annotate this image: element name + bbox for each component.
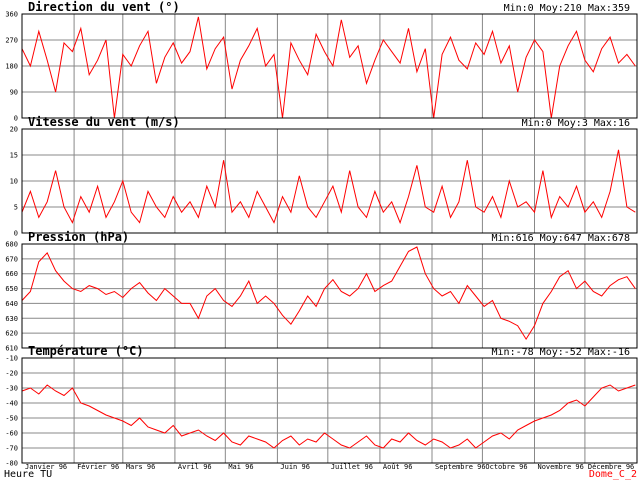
y-tick-label: -30 (5, 385, 18, 393)
y-tick-label: 90 (10, 89, 18, 97)
x-tick-label: Janvier 96 (25, 463, 67, 471)
y-tick-label: 660 (5, 270, 18, 278)
x-axis-label: Heure TU (4, 469, 52, 480)
panel-stats: Min:0 Moy:210 Max:359 (504, 3, 630, 14)
data-line (21, 149, 636, 225)
x-tick-label: Juillet 96 (331, 463, 373, 471)
y-tick-label: 0 (14, 115, 18, 123)
x-tick-label: Mars 96 (126, 463, 156, 471)
y-tick-label: 670 (5, 255, 18, 263)
y-tick-label: -10 (5, 355, 18, 363)
y-tick-label: 620 (5, 330, 18, 338)
y-tick-label: -40 (5, 400, 18, 408)
y-tick-label: 650 (5, 285, 18, 293)
y-tick-label: 680 (5, 241, 18, 249)
panel-frame (21, 13, 638, 119)
x-tick-label: Avril 96 (178, 463, 212, 471)
panel-frame (21, 243, 638, 349)
y-tick-label: -50 (5, 415, 18, 423)
panel-stats: Min:-78 Moy:-52 Max:-16 (492, 347, 630, 358)
y-tick-label: 630 (5, 315, 18, 323)
x-tick-label: Décembre 96 (588, 463, 634, 471)
y-tick-label: -80 (5, 460, 18, 468)
x-tick-label: Novembre 96 (538, 463, 584, 471)
y-tick-label: -70 (5, 445, 18, 453)
data-line (21, 384, 636, 449)
panel-frame (21, 128, 638, 234)
footer: Dome_C_2 (589, 469, 637, 480)
panel-stats: Min:616 Moy:647 Max:678 (492, 233, 630, 244)
y-tick-label: 5 (14, 204, 18, 212)
panel-title: Température (°C) (28, 344, 144, 358)
x-tick-label: Septembre 96 (435, 463, 486, 471)
panel-stats: Min:0 Moy:3 Max:16 (522, 118, 630, 129)
panel-title: Pression (hPa) (28, 230, 129, 244)
y-tick-label: 15 (10, 152, 18, 160)
y-tick-label: 0 (14, 230, 18, 238)
y-tick-label: 640 (5, 300, 18, 308)
x-tick-label: Août 96 (383, 463, 413, 471)
x-tick-label: Octobre 96 (485, 463, 527, 471)
x-tick-label: Février 96 (77, 463, 119, 471)
panel-title: Direction du vent (°) (28, 0, 180, 14)
y-tick-label: 610 (5, 345, 18, 353)
x-tick-label: Juin 96 (280, 463, 310, 471)
y-tick-label: 10 (10, 178, 18, 186)
y-tick-label: 360 (5, 11, 18, 19)
panel-frame (21, 357, 638, 464)
panel-title: Vitesse du vent (m/s) (28, 115, 180, 129)
y-tick-label: -20 (5, 370, 18, 378)
x-tick-label: Mai 96 (228, 463, 253, 471)
y-tick-label: 20 (10, 126, 18, 134)
y-tick-label: 270 (5, 37, 18, 45)
data-line (21, 16, 636, 119)
data-line (21, 246, 636, 341)
y-tick-label: 180 (5, 63, 18, 71)
y-tick-label: -60 (5, 430, 18, 438)
